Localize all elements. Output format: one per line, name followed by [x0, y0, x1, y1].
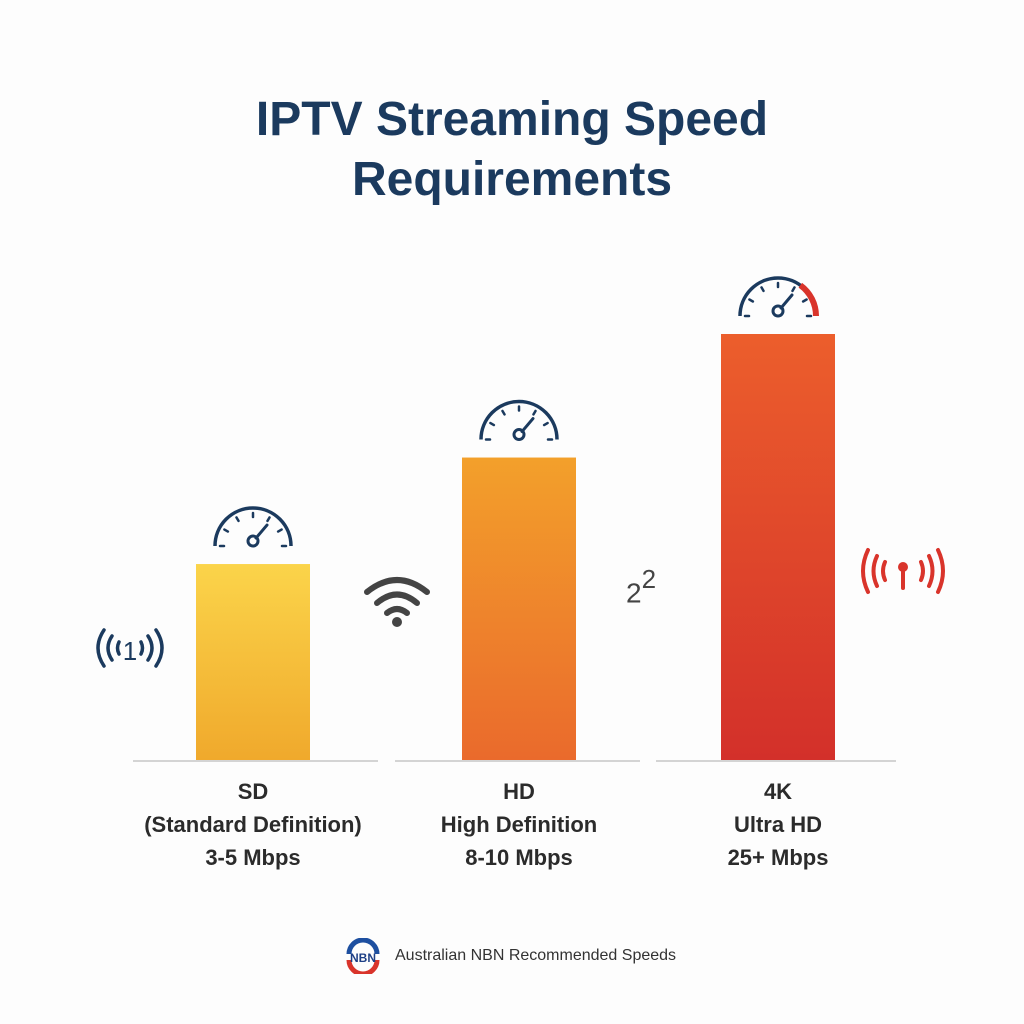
wifi-icon [364, 577, 430, 627]
nbn-logo: NBN [346, 938, 380, 974]
nbn-logo-text: NBN [350, 951, 376, 965]
speed-label: 8-10 Mbps [465, 845, 573, 870]
speedometer-icon [479, 399, 559, 442]
broadcast-signal-icon: 1 [96, 628, 164, 668]
speedometer-icon [213, 506, 293, 548]
antenna-signal-icon [861, 548, 945, 594]
category-sublabel: (Standard Definition) [144, 812, 362, 837]
category-sublabel: High Definition [440, 812, 598, 837]
category-label: 4K [763, 779, 793, 804]
bar-4k [721, 334, 835, 760]
category-label: HD [503, 779, 535, 804]
title-line-2: Requirements [351, 153, 673, 206]
hd-label: HD High Definition 8-10 Mbps [389, 775, 649, 874]
footer-text: Australian NBN Recommended Speeds [395, 947, 677, 964]
category-sublabel: Ultra HD [733, 812, 822, 837]
title-line-1: IPTV Streaming Speed [255, 93, 769, 146]
signal-number: 1 [123, 636, 137, 666]
4k-label: 4K Ultra HD 25+ Mbps [648, 775, 908, 874]
speedometer-icon [738, 276, 819, 318]
bar-sd [196, 564, 310, 760]
category-label: SD [237, 779, 269, 804]
stray-digit: 2 [626, 577, 642, 609]
speed-label: 3-5 Mbps [205, 845, 301, 870]
speed-label: 25+ Mbps [727, 845, 829, 870]
chart-title: IPTV Streaming Speed Requirements [0, 90, 1024, 210]
footer: NBN Australian NBN Recommended Speeds [345, 938, 676, 974]
bar-hd [462, 457, 576, 760]
stray-superscript: 2 [641, 564, 657, 594]
sd-label: SD (Standard Definition) 3-5 Mbps [123, 775, 383, 874]
stray-number: 22 [626, 564, 656, 609]
